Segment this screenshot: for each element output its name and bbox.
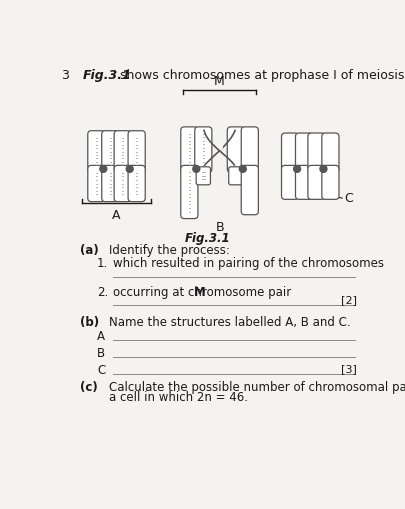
FancyBboxPatch shape [308, 165, 325, 200]
Text: Fig.3.1: Fig.3.1 [83, 69, 132, 82]
FancyBboxPatch shape [281, 133, 298, 173]
FancyBboxPatch shape [322, 165, 339, 200]
FancyBboxPatch shape [229, 167, 243, 185]
FancyBboxPatch shape [196, 167, 211, 185]
Text: M: M [214, 75, 225, 88]
FancyBboxPatch shape [181, 165, 198, 218]
Text: B: B [97, 347, 105, 360]
FancyBboxPatch shape [88, 131, 105, 173]
Text: (a): (a) [80, 244, 99, 258]
Text: which resulted in pairing of the chromosomes: which resulted in pairing of the chromos… [113, 258, 384, 270]
Text: B: B [215, 221, 224, 234]
FancyBboxPatch shape [227, 127, 244, 173]
Circle shape [100, 165, 107, 173]
Text: M: M [194, 286, 206, 299]
Circle shape [239, 165, 246, 173]
FancyBboxPatch shape [296, 133, 313, 173]
FancyBboxPatch shape [114, 131, 131, 173]
Text: [3]: [3] [341, 364, 357, 374]
Circle shape [126, 165, 133, 173]
FancyBboxPatch shape [114, 165, 131, 202]
FancyBboxPatch shape [128, 131, 145, 173]
Text: 2.: 2. [97, 286, 109, 299]
Text: Name the structures labelled A, B and C.: Name the structures labelled A, B and C. [109, 316, 350, 329]
FancyBboxPatch shape [181, 127, 198, 173]
FancyBboxPatch shape [241, 127, 258, 173]
Text: [2]: [2] [341, 295, 357, 305]
FancyBboxPatch shape [241, 165, 258, 215]
FancyBboxPatch shape [281, 165, 298, 200]
Text: C: C [97, 364, 105, 377]
FancyBboxPatch shape [195, 127, 212, 173]
Circle shape [217, 145, 222, 150]
FancyBboxPatch shape [102, 165, 119, 202]
Text: Calculate the possible number of chromosomal pair combinations in: Calculate the possible number of chromos… [109, 381, 405, 394]
Text: 3: 3 [62, 69, 69, 82]
Circle shape [320, 165, 327, 173]
FancyBboxPatch shape [308, 133, 325, 173]
Circle shape [294, 165, 301, 173]
Text: A: A [112, 209, 121, 222]
FancyBboxPatch shape [296, 165, 313, 200]
Circle shape [193, 165, 200, 173]
Text: 1.: 1. [97, 258, 109, 270]
Text: a cell in which 2n = 46.: a cell in which 2n = 46. [109, 391, 248, 405]
FancyBboxPatch shape [102, 131, 119, 173]
Text: Identify the process:: Identify the process: [109, 244, 230, 258]
Text: occurring at chromosome pair: occurring at chromosome pair [113, 286, 294, 299]
Text: (b): (b) [80, 316, 99, 329]
Text: A: A [97, 330, 105, 343]
FancyBboxPatch shape [88, 165, 105, 202]
Text: (c): (c) [80, 381, 98, 394]
FancyBboxPatch shape [128, 165, 145, 202]
Text: Fig.3.1: Fig.3.1 [184, 232, 230, 245]
Text: shows chromosomes at prophase I of meiosis.: shows chromosomes at prophase I of meios… [116, 69, 405, 82]
FancyBboxPatch shape [322, 133, 339, 173]
Text: C: C [344, 192, 353, 205]
